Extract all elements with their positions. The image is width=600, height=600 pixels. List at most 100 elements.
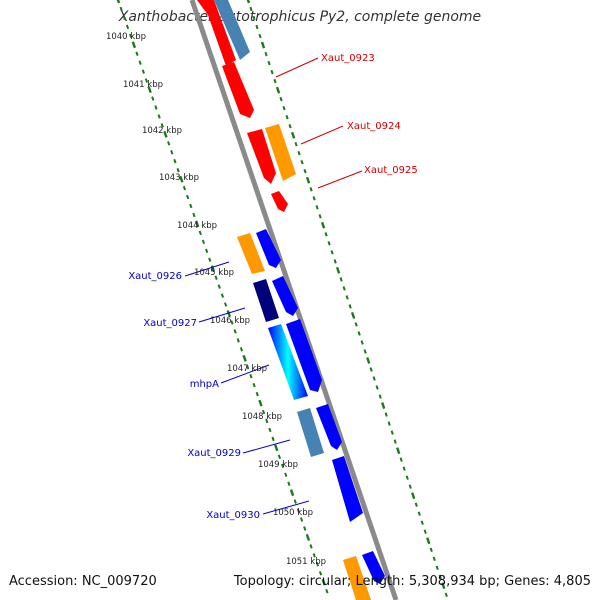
tick-mark [335, 266, 341, 274]
kbp-label-1049: 1049 kbp [258, 460, 298, 470]
tick-mark [320, 221, 326, 229]
tick-mark [372, 376, 376, 381]
gene-features [197, 0, 385, 600]
gene-label-xaut-0923[interactable]: Xaut_0923 [321, 53, 375, 64]
gene-label-xaut-0929[interactable]: Xaut_0929 [187, 448, 241, 459]
tick-mark [384, 412, 388, 417]
tick-mark [363, 349, 367, 354]
tick-mark [268, 427, 272, 433]
tick-mark [303, 168, 307, 174]
gene-blue-1044[interactable] [256, 229, 281, 268]
tick-mark [285, 114, 289, 120]
gene-blue-1048[interactable] [316, 404, 342, 450]
tick-mark [390, 430, 394, 435]
tick-mark [151, 96, 155, 101]
gene-label-mhpA[interactable]: mhpA [190, 379, 219, 390]
tick-mark [369, 367, 373, 372]
kbp-label-1042: 1042 kbp [142, 126, 182, 136]
gene-blue-1046[interactable] [272, 276, 298, 316]
tick-mark [296, 508, 301, 513]
tick-mark [411, 492, 416, 500]
tick-mark [342, 286, 346, 291]
tick-mark [273, 78, 277, 84]
tick-mark [333, 259, 337, 264]
gene-blue-1047[interactable] [286, 319, 322, 392]
tick-mark [249, 373, 253, 379]
gene-labels-left: Xaut_0926 Xaut_0927 mhpA Xaut_0929 Xaut_… [128, 271, 260, 521]
tick-mark [309, 187, 313, 192]
tick-mark [429, 547, 433, 553]
kbp-label-1050: 1050 kbp [273, 508, 313, 518]
kbp-label-1047: 1047 kbp [227, 364, 267, 374]
tick-mark [339, 277, 343, 282]
tick-mark [119, 6, 123, 12]
tick-mark [230, 320, 234, 325]
tick-mark [116, 0, 121, 4]
genome-summary-text: Topology: circular; Length: 5,308,934 bp… [233, 574, 591, 589]
gene-blue-0930[interactable] [332, 456, 363, 522]
gene-steelblue-top[interactable] [214, 0, 250, 60]
tick-mark [324, 232, 328, 237]
tick-mark [223, 302, 228, 307]
gene-label-xaut-0924[interactable]: Xaut_0924 [347, 121, 401, 132]
tick-mark [435, 565, 439, 571]
tick-mark [290, 131, 296, 139]
tick-mark [167, 141, 171, 146]
tick-mark [387, 421, 391, 426]
gene-blue-bottom[interactable] [362, 551, 385, 584]
tick-mark [408, 484, 412, 489]
tick-mark [282, 105, 286, 111]
tick-mark [258, 33, 262, 39]
tick-mark [318, 214, 322, 219]
tick-mark [198, 230, 202, 236]
tick-mark [182, 185, 187, 191]
tick-mark [305, 533, 311, 541]
tick-mark [246, 0, 251, 4]
tick-mark [420, 520, 424, 525]
tick-mark [357, 331, 361, 336]
gene-cyan-mhpA[interactable] [268, 324, 308, 400]
tick-mark [309, 544, 313, 549]
tick-mark [220, 293, 225, 298]
gene-label-xaut-0926[interactable]: Xaut_0926 [128, 271, 182, 282]
gene-red-1042[interactable] [247, 129, 276, 184]
tick-mark [327, 241, 331, 246]
gene-orange-0926[interactable] [237, 233, 265, 274]
tick-mark [288, 123, 292, 129]
tick-mark [122, 15, 126, 21]
tick-mark [160, 123, 164, 128]
kbp-label-1048: 1048 kbp [242, 412, 282, 422]
tick-mark [405, 475, 409, 480]
gene-label-xaut-0925[interactable]: Xaut_0925 [364, 165, 418, 176]
tick-mark [205, 248, 209, 254]
tick-mark [293, 499, 297, 504]
tick-mark [280, 463, 285, 469]
gene-navy-0927[interactable] [253, 279, 279, 322]
tick-mark [299, 517, 304, 522]
gene-orange-bottom[interactable] [343, 556, 371, 600]
tick-mark [260, 41, 266, 49]
tick-mark [129, 33, 133, 39]
tick-mark [226, 310, 231, 317]
gene-red-top[interactable] [197, 0, 236, 66]
tick-mark [138, 60, 142, 65]
gene-steelblue-0929[interactable] [297, 408, 324, 457]
tick-mark [345, 295, 349, 300]
tick-mark [214, 275, 218, 280]
tick-mark [414, 502, 418, 507]
tick-mark [348, 304, 352, 309]
tick-mark [441, 582, 446, 590]
gene-label-xaut-0930[interactable]: Xaut_0930 [206, 510, 260, 521]
tick-mark [297, 150, 301, 156]
tick-mark [318, 571, 323, 576]
gene-label-xaut-0927[interactable]: Xaut_0927 [143, 318, 197, 329]
tick-mark [399, 457, 403, 462]
gene-red-1041[interactable] [222, 62, 254, 118]
gene-red-small[interactable] [271, 191, 288, 212]
kbp-label-1043: 1043 kbp [159, 173, 199, 183]
tick-mark [242, 354, 247, 362]
tick-mark [265, 418, 269, 424]
gene-orange-0924[interactable] [265, 124, 296, 181]
tick-mark [201, 239, 206, 245]
